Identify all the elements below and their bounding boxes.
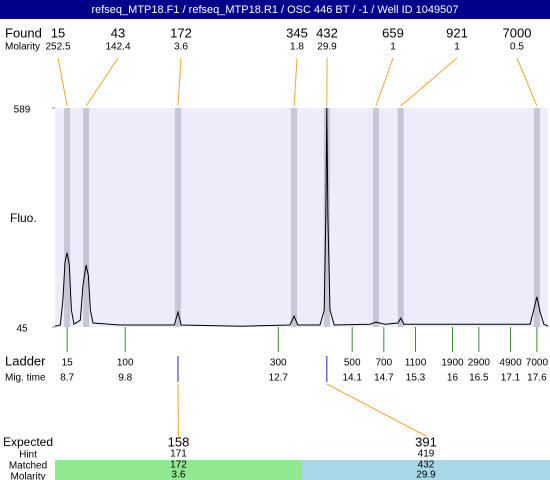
ladder-size: 700 [375,358,392,369]
expected-row-label: Matched [9,461,47,472]
ladder-time: 9.8 [118,373,132,384]
found-size: 172 [170,25,192,40]
peak-band [64,108,71,327]
found-molarity: 3.6 [174,42,188,53]
ladder-time: 17.6 [527,373,547,384]
matched: 432 [418,460,435,471]
plot-area [55,108,548,327]
peak-band [174,108,181,327]
ladder-time: 12.7 [269,373,289,384]
expected-molarity: 29.9 [416,470,436,480]
expected-connector [177,383,179,437]
peak-band [372,108,379,327]
peak-band [83,108,90,327]
ladder-time: 16 [447,373,459,384]
peak-band [397,108,404,327]
ladder-time: 8.7 [60,373,74,384]
mig-time-label: Mig. time [5,373,46,384]
expected-connector [326,383,427,437]
expected-size: 391 [415,434,437,449]
ladder-size: 500 [344,358,361,369]
ladder-size: 1100 [405,358,427,369]
ladder-time: 14.1 [342,373,362,384]
ladder-time: 16.5 [469,373,489,384]
found-connector [57,57,68,107]
found-molarity: 252.5 [45,42,70,53]
expected-molarity: 3.6 [172,470,186,480]
title-bar [0,0,550,19]
found-size: 345 [286,25,308,40]
found-molarity: 1.8 [290,42,304,53]
found-connector [400,57,458,107]
ladder-size: 15 [62,358,74,369]
ladder-size: 300 [270,358,287,369]
ladder-time: 14.7 [374,373,394,384]
found-connector [375,57,394,107]
found-connector [177,57,182,107]
expected-row-label: Expected [3,435,53,449]
hint: 171 [170,449,187,460]
found-size: 43 [111,25,125,40]
found-connector [85,57,119,107]
found-molarity: 0.5 [510,42,524,53]
expected-row-label: Molarity [10,472,45,480]
ladder-size: 1900 [441,358,464,369]
ladder-time: 15.3 [406,373,426,384]
found-size: 15 [51,25,65,40]
found-label: Found [5,25,42,40]
matched: 172 [170,460,187,471]
expected-row-label: Hint [19,450,37,461]
peak-band [323,108,330,327]
found-size: 432 [316,25,338,40]
found-molarity: 29.9 [317,42,337,53]
molarity-label: Molarity [5,42,40,53]
found-molarity: 1 [454,42,460,53]
found-size: 659 [382,25,404,40]
hint: 419 [418,449,435,460]
peak-band [533,108,540,327]
ladder-size: 7000 [526,358,549,369]
title: refseq_MTP18.F1 / refseq_MTP18.R1 / OSC … [91,4,458,16]
y-tick-label: 45 [16,324,28,335]
found-size: 7000 [503,25,532,40]
ladder-label: Ladder [5,353,46,368]
expected-panel [302,460,550,480]
found-molarity: 142.4 [105,42,130,53]
expected-panel [55,460,302,480]
ladder-size: 100 [117,358,134,369]
found-connector [516,57,538,107]
expected-size: 158 [168,434,190,449]
ladder-time: 17.1 [501,373,521,384]
ladder-size: 4900 [499,358,522,369]
found-size: 921 [446,25,468,40]
y-tick-label: 589 [14,105,31,116]
peak-band [291,108,298,327]
y-axis-label: Fluo. [10,211,37,225]
found-connector [293,57,298,107]
trace [54,107,549,327]
ladder-size: 2900 [468,358,491,369]
found-molarity: 1 [390,42,396,53]
